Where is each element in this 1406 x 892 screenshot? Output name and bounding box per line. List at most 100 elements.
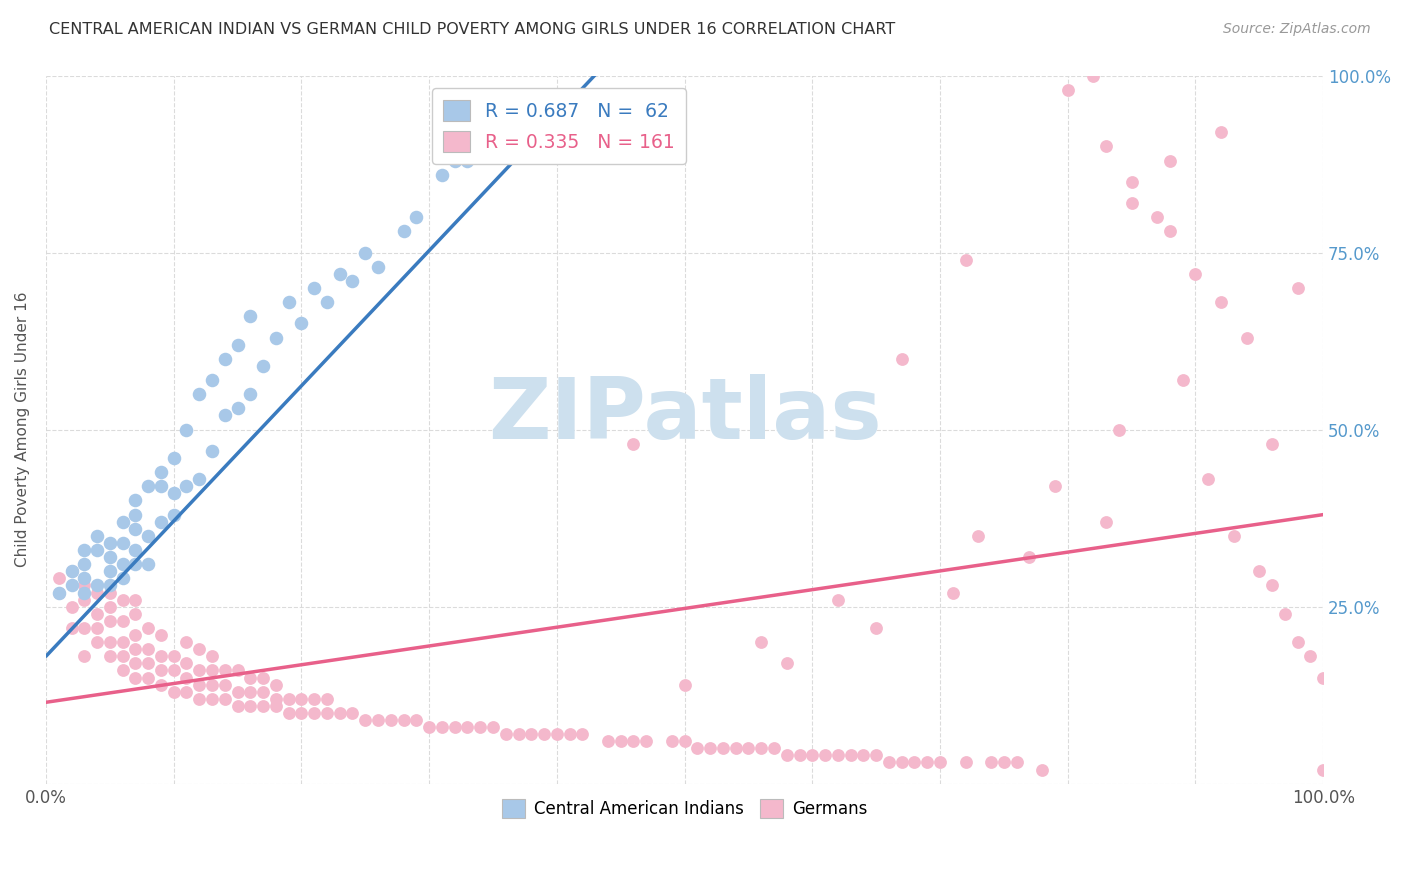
Point xyxy=(60,621,83,635)
Point xyxy=(367,260,389,274)
Point xyxy=(354,245,377,260)
Point xyxy=(60,564,83,578)
Point xyxy=(558,727,581,741)
Point xyxy=(839,748,862,763)
Point xyxy=(418,720,440,734)
Point xyxy=(955,756,977,770)
Point xyxy=(163,684,186,698)
Point xyxy=(86,635,108,649)
Point xyxy=(993,756,1015,770)
Point xyxy=(316,295,339,310)
Point xyxy=(711,741,734,756)
Text: CENTRAL AMERICAN INDIAN VS GERMAN CHILD POVERTY AMONG GIRLS UNDER 16 CORRELATION: CENTRAL AMERICAN INDIAN VS GERMAN CHILD … xyxy=(49,22,896,37)
Point xyxy=(1286,635,1309,649)
Point xyxy=(201,443,224,458)
Point xyxy=(124,657,146,671)
Point xyxy=(392,713,415,727)
Point xyxy=(163,664,186,678)
Point xyxy=(73,557,96,571)
Point xyxy=(495,727,517,741)
Point xyxy=(124,557,146,571)
Point xyxy=(226,684,249,698)
Point xyxy=(852,748,875,763)
Point xyxy=(1222,529,1244,543)
Point xyxy=(456,720,478,734)
Point xyxy=(98,536,121,550)
Point xyxy=(239,387,262,401)
Point xyxy=(1261,437,1284,451)
Point xyxy=(136,557,159,571)
Point xyxy=(124,493,146,508)
Point xyxy=(980,756,1002,770)
Point xyxy=(342,706,364,720)
Point xyxy=(149,649,172,664)
Point xyxy=(915,756,938,770)
Point xyxy=(176,671,198,685)
Point xyxy=(214,351,236,366)
Point xyxy=(302,706,325,720)
Point xyxy=(86,529,108,543)
Point xyxy=(264,330,287,344)
Point xyxy=(60,578,83,592)
Point xyxy=(136,642,159,657)
Point xyxy=(98,614,121,628)
Point xyxy=(264,698,287,713)
Point xyxy=(226,664,249,678)
Point xyxy=(277,706,299,720)
Point xyxy=(673,677,696,691)
Point xyxy=(571,727,593,741)
Point xyxy=(367,713,389,727)
Point xyxy=(1159,153,1181,168)
Point xyxy=(405,713,427,727)
Point xyxy=(354,713,377,727)
Point xyxy=(1121,196,1143,211)
Point xyxy=(252,684,274,698)
Point xyxy=(890,756,912,770)
Point xyxy=(48,571,70,585)
Point xyxy=(214,409,236,423)
Point xyxy=(827,592,849,607)
Point xyxy=(188,472,211,486)
Point xyxy=(163,508,186,522)
Point xyxy=(329,267,352,281)
Point xyxy=(329,706,352,720)
Point xyxy=(316,706,339,720)
Point xyxy=(188,677,211,691)
Point xyxy=(1312,671,1334,685)
Point xyxy=(188,691,211,706)
Point xyxy=(392,224,415,238)
Point xyxy=(342,274,364,288)
Point xyxy=(929,756,952,770)
Point xyxy=(814,748,837,763)
Point xyxy=(239,310,262,324)
Point xyxy=(1159,224,1181,238)
Point xyxy=(1274,607,1296,621)
Point xyxy=(73,592,96,607)
Point xyxy=(482,103,505,118)
Point xyxy=(226,337,249,351)
Point xyxy=(201,691,224,706)
Point xyxy=(749,635,772,649)
Point xyxy=(636,734,658,748)
Point xyxy=(124,508,146,522)
Point xyxy=(73,571,96,585)
Point xyxy=(546,727,568,741)
Legend: Central American Indians, Germans: Central American Indians, Germans xyxy=(495,792,875,825)
Point xyxy=(124,642,146,657)
Point xyxy=(124,628,146,642)
Point xyxy=(124,671,146,685)
Point xyxy=(661,734,683,748)
Point xyxy=(1005,756,1028,770)
Point xyxy=(1197,472,1219,486)
Point xyxy=(239,698,262,713)
Point xyxy=(188,387,211,401)
Point xyxy=(430,720,453,734)
Point xyxy=(405,210,427,224)
Point xyxy=(623,437,645,451)
Point xyxy=(111,536,134,550)
Point xyxy=(482,720,505,734)
Point xyxy=(136,479,159,493)
Point xyxy=(226,401,249,416)
Point xyxy=(48,585,70,599)
Point xyxy=(865,621,887,635)
